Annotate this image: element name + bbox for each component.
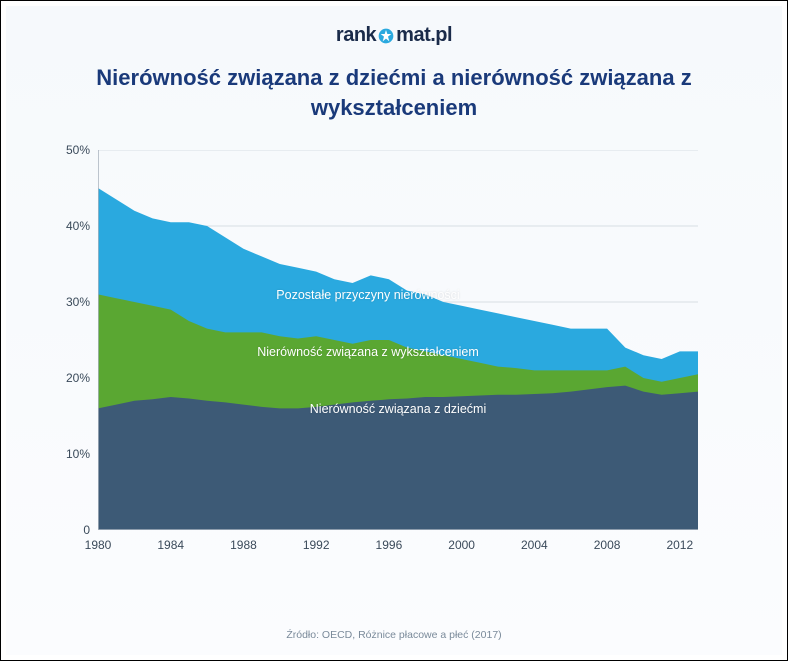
x-tick-label: 1992: [303, 538, 330, 552]
y-tick-label: 50%: [66, 143, 90, 157]
source-text: Źródło: OECD, Różnice płacowe a płeć (20…: [286, 629, 501, 641]
x-tick-label: 1984: [157, 538, 184, 552]
y-tick-label: 40%: [66, 219, 90, 233]
image-border: rank mat.pl Nierówność związana z dziećm…: [0, 0, 788, 661]
x-tick-label: 1996: [376, 538, 403, 552]
y-tick-label: 10%: [66, 447, 90, 461]
x-tick-label: 1980: [85, 538, 112, 552]
y-tick-label: 0: [83, 523, 90, 537]
logo-part2: mat.pl: [396, 24, 452, 47]
x-tick-label: 2000: [448, 538, 475, 552]
x-tick-label: 1988: [230, 538, 257, 552]
logo: rank mat.pl: [336, 24, 452, 47]
series-label: Pozostałe przyczyny nierówności: [276, 288, 459, 302]
plot-area: 010%20%30%40%50%198019841988199219962000…: [98, 150, 734, 530]
logo-part1: rank: [336, 24, 376, 47]
chart-svg: [98, 150, 698, 530]
card: rank mat.pl Nierówność związana z dziećm…: [6, 6, 782, 655]
x-tick-label: 2012: [666, 538, 693, 552]
series-label: Nierówność związana z dziećmi: [310, 402, 486, 416]
x-tick-label: 2004: [521, 538, 548, 552]
chart-container: Rozkład nierówności płacowej płci 010%20…: [54, 150, 734, 607]
y-tick-label: 20%: [66, 371, 90, 385]
y-tick-label: 30%: [66, 295, 90, 309]
series-label: Nierówność związana z wykształceniem: [257, 345, 479, 359]
chart-title: Nierówność związana z dziećmi a nierówno…: [74, 63, 714, 122]
x-tick-label: 2008: [594, 538, 621, 552]
logo-star-icon: [378, 28, 394, 44]
